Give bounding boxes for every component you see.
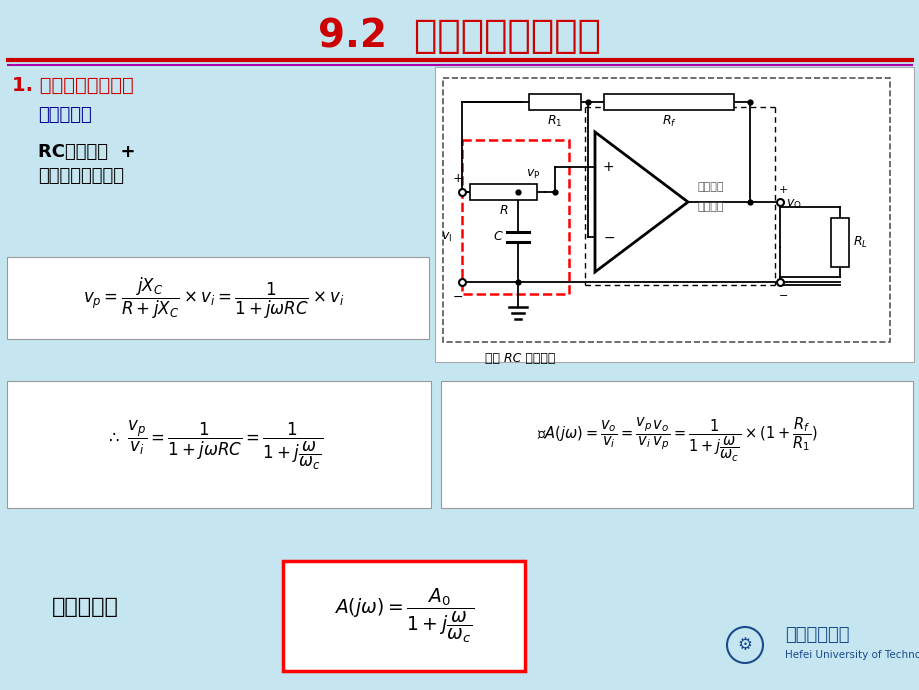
- Bar: [830, 217, 848, 266]
- Text: $R_f$: $R_f$: [661, 114, 675, 129]
- Text: 1. 一阶低通滤波电路: 1. 一阶低通滤波电路: [12, 75, 133, 95]
- Text: $v_\mathrm{I}$: $v_\mathrm{I}$: [440, 230, 451, 244]
- Text: $-$: $-$: [777, 289, 788, 299]
- Text: $-$: $-$: [602, 230, 615, 244]
- Text: $A(j\omega) = \dfrac{A_0}{1+j\dfrac{\omega}{\omega_c}}$: $A(j\omega) = \dfrac{A_0}{1+j\dfrac{\ome…: [334, 586, 473, 645]
- Text: 无源 RC 滤波电路: 无源 RC 滤波电路: [484, 352, 555, 365]
- Text: $v_\mathrm{O}$: $v_\mathrm{O}$: [785, 197, 800, 210]
- Text: +: +: [602, 160, 614, 174]
- Text: 合肥工业大学: 合肥工业大学: [784, 626, 848, 644]
- Text: RC低通电路  +: RC低通电路 +: [38, 143, 135, 161]
- Text: $-$: $-$: [452, 290, 463, 302]
- Text: $C$: $C$: [493, 230, 503, 244]
- Text: $\therefore\ \dfrac{v_p}{v_i} = \dfrac{1}{1+j\omega RC} = \dfrac{1}{1+j\dfrac{\o: $\therefore\ \dfrac{v_p}{v_i} = \dfrac{1…: [105, 418, 323, 471]
- Text: 同相比例: 同相比例: [698, 182, 724, 192]
- FancyBboxPatch shape: [7, 381, 430, 508]
- FancyBboxPatch shape: [435, 67, 913, 362]
- FancyBboxPatch shape: [283, 561, 525, 671]
- Text: $v_p = \dfrac{jX_C}{R+jX_C}\times v_i = \dfrac{1}{1+j\omega RC}\times v_i$: $v_p = \dfrac{jX_C}{R+jX_C}\times v_i = …: [84, 275, 345, 321]
- Text: 同相比例放大电路: 同相比例放大电路: [38, 167, 124, 185]
- Text: 电路结构：: 电路结构：: [38, 106, 92, 124]
- Text: 放大电路: 放大电路: [698, 202, 724, 212]
- Text: 传递函数：: 传递函数：: [52, 597, 119, 617]
- Text: +: +: [452, 172, 463, 184]
- Text: $R_1$: $R_1$: [547, 114, 562, 129]
- Text: +: +: [777, 185, 787, 195]
- FancyBboxPatch shape: [7, 257, 428, 339]
- Text: $R_L$: $R_L$: [852, 235, 868, 250]
- Text: $v_\mathrm{P}$: $v_\mathrm{P}$: [526, 168, 539, 181]
- Bar: [470, 184, 536, 200]
- Text: Hefei University of Technology: Hefei University of Technology: [784, 650, 919, 660]
- Text: $R$: $R$: [498, 204, 507, 217]
- FancyBboxPatch shape: [440, 381, 912, 508]
- Text: 9.2  一阶有源滤波电路: 9.2 一阶有源滤波电路: [318, 17, 601, 55]
- Text: $\text{则}A(j\omega)=\dfrac{v_o}{v_i}=\dfrac{v_p}{v_i}\dfrac{v_o}{v_p}=\dfrac{1}{: $\text{则}A(j\omega)=\dfrac{v_o}{v_i}=\df…: [536, 416, 816, 464]
- Bar: [528, 94, 581, 110]
- Bar: [604, 94, 733, 110]
- Text: ⚙: ⚙: [737, 636, 752, 654]
